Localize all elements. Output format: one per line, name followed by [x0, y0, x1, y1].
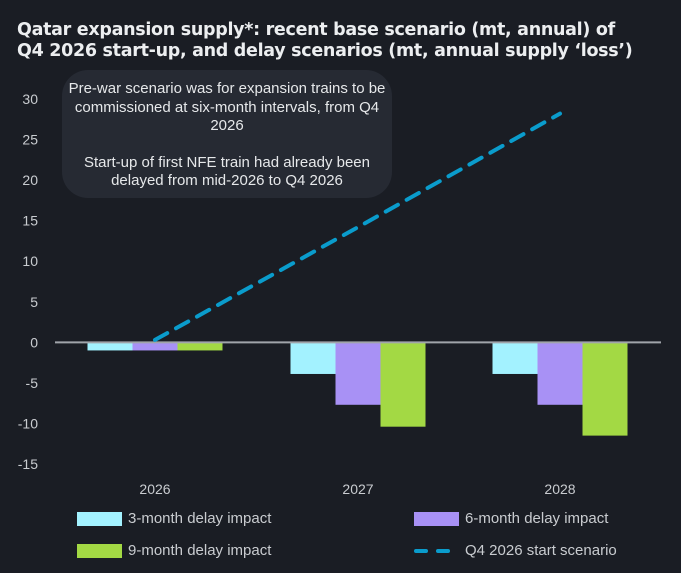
y-tick-label: 10 [22, 253, 38, 269]
bar-marks [87, 342, 628, 436]
y-tick-label: 0 [30, 334, 38, 350]
annotation-box: Pre-war scenario was for expansion train… [62, 70, 392, 198]
bar-3-month-2028 [492, 342, 538, 374]
legend-swatch-6-month [414, 511, 459, 526]
bar-6-month-2028 [537, 342, 583, 405]
legend-dashed-line-icon [414, 544, 459, 558]
legend-label-3-month: 3-month delay impact [128, 510, 272, 527]
bar-9-month-2028 [582, 342, 628, 436]
x-tick-label: 2026 [139, 481, 170, 497]
annotation-paragraph-1: Pre-war scenario was for expansion train… [68, 80, 386, 134]
chart-title: Qatar expansion supply*: recent base sce… [17, 20, 681, 62]
x-tick-label: 2027 [342, 481, 373, 497]
bar-3-month-2027 [290, 342, 336, 374]
legend-label-6-month: 6-month delay impact [465, 510, 609, 527]
bar-9-month-2026 [177, 342, 223, 351]
legend-label-9-month: 9-month delay impact [128, 542, 272, 559]
bar-9-month-2027 [380, 342, 426, 427]
legend-swatch-9-month [77, 543, 122, 558]
legend-item-9-month: 9-month delay impact [77, 542, 271, 559]
y-tick-label: -10 [18, 415, 38, 431]
bar-3-month-2026 [87, 342, 133, 351]
legend-label-q4-2026-start: Q4 2026 start scenario [465, 542, 617, 559]
y-tick-label: 15 [22, 213, 38, 229]
x-tick-label: 2028 [544, 481, 575, 497]
y-tick-label: 30 [22, 91, 38, 107]
legend-item-q4-2026-start: Q4 2026 start scenario [414, 542, 617, 559]
bar-6-month-2027 [335, 342, 381, 405]
chart-title-line-1: Qatar expansion supply*: recent base sce… [17, 20, 615, 40]
legend-item-3-month: 3-month delay impact [77, 510, 271, 527]
line-q4-2026-start-scenario [153, 111, 562, 342]
y-tick-label: -15 [18, 456, 38, 472]
legend-swatch-3-month [77, 511, 122, 526]
y-tick-label: 25 [22, 132, 38, 148]
y-axis-ticks: 30 25 20 15 10 5 0 -5 -10 -15 [18, 91, 38, 472]
bar-6-month-2026 [132, 342, 178, 351]
y-tick-label: -5 [26, 375, 39, 391]
y-tick-label: 20 [22, 172, 38, 188]
annotation-paragraph-2: Start-up of first NFE train had already … [84, 153, 370, 190]
y-tick-label: 5 [30, 294, 38, 310]
x-axis-ticks: 2026 2027 2028 [139, 481, 575, 497]
chart-title-line-2: Q4 2026 start-up, and delay scenarios (m… [17, 41, 633, 61]
line-marks [153, 111, 562, 342]
legend-item-6-month: 6-month delay impact [414, 510, 608, 527]
